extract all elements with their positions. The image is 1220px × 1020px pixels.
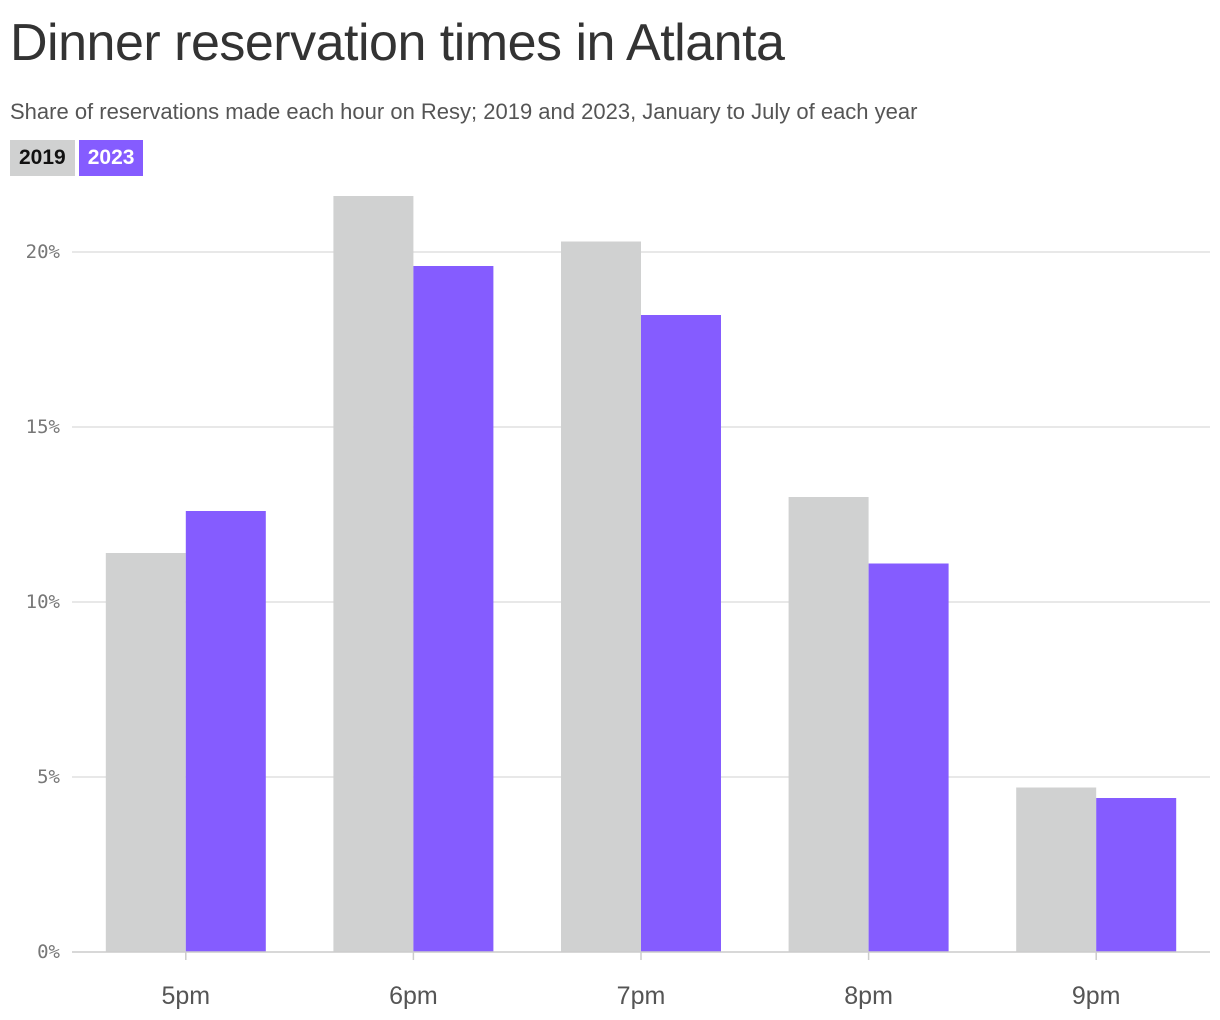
y-tick-label: 20% (26, 241, 61, 263)
bar-2023-8pm (868, 563, 949, 952)
legend-item-2023: 2023 (78, 140, 144, 176)
bar-2019-6pm (333, 196, 414, 952)
x-tick-label: 9pm (1072, 982, 1121, 1010)
legend-item-2019: 2019 (10, 140, 75, 176)
bar-2019-7pm (561, 241, 641, 952)
bar-2019-9pm (1016, 787, 1097, 952)
y-tick-label: 0% (37, 941, 60, 963)
chart-legend: 2019 2023 (10, 140, 144, 176)
x-tick-label: 8pm (844, 982, 893, 1010)
bar-2023-6pm (413, 266, 494, 952)
x-axis (72, 951, 1210, 960)
bar-2019-5pm (105, 553, 186, 952)
x-tick-label: 6pm (389, 982, 438, 1010)
chart-title: Dinner reservation times in Atlanta (10, 14, 785, 72)
bar-2023-9pm (1096, 798, 1177, 952)
bar-2023-7pm (641, 315, 721, 952)
x-tick-label: 7pm (617, 982, 666, 1010)
x-tick-label: 5pm (161, 982, 210, 1010)
bar-2023-5pm (185, 511, 266, 952)
bars (105, 196, 1177, 952)
chart-subtitle: Share of reservations made each hour on … (10, 99, 918, 124)
y-tick-label: 15% (26, 416, 61, 438)
y-tick-label: 10% (26, 591, 61, 613)
bar-2019-8pm (788, 497, 869, 952)
tick-labels: 0% 5% 10% 15% 20% 5pm 6pm 7pm 8pm 9pm (26, 241, 1121, 1010)
y-tick-label: 5% (37, 766, 60, 788)
